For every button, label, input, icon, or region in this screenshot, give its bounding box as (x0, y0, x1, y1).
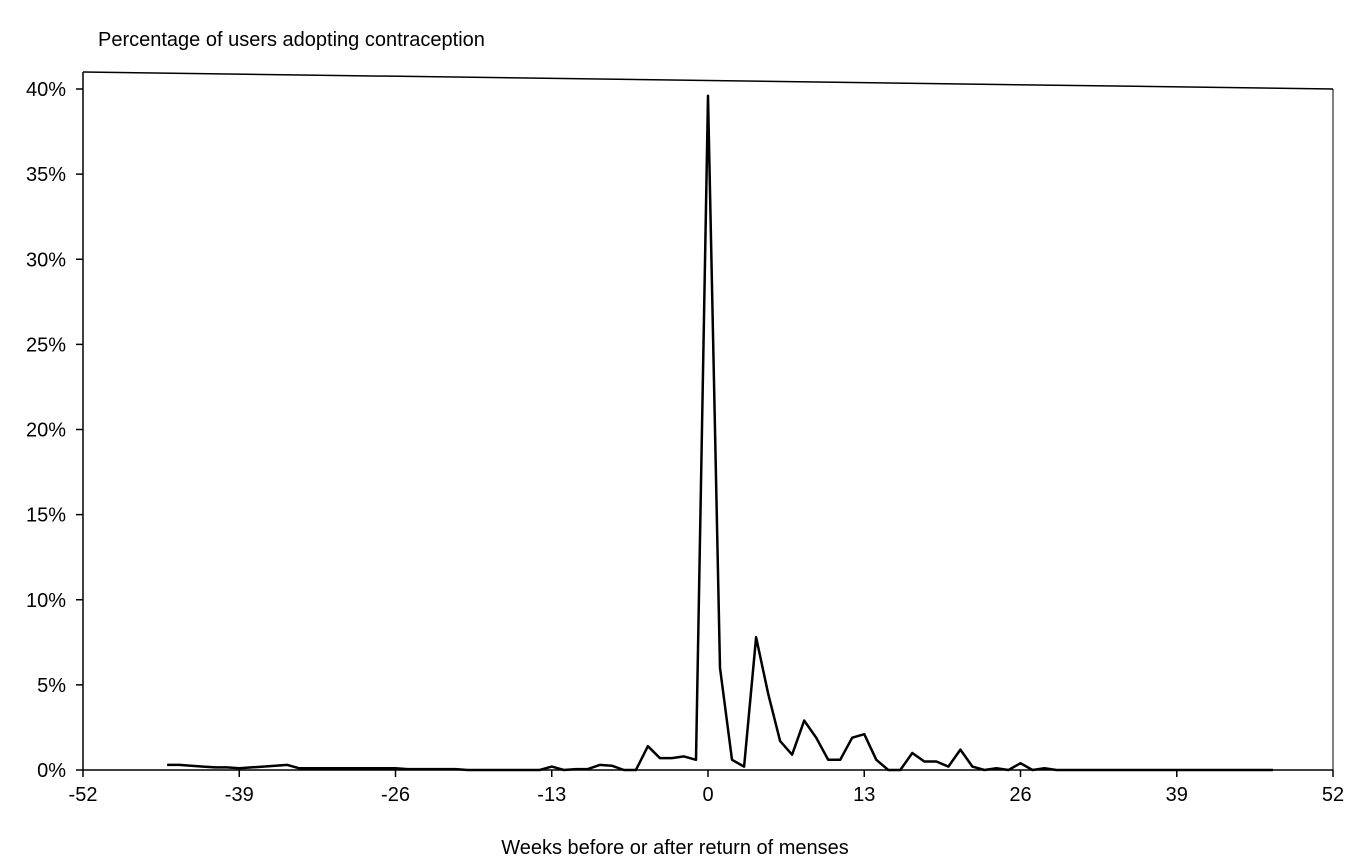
x-axis-label: Weeks before or after return of menses (501, 837, 849, 859)
series-line (167, 94, 1273, 772)
chart-axes (76, 71, 1334, 777)
x-tick-label: -39 (225, 784, 254, 806)
y-tick-label: 30% (26, 249, 66, 271)
y-tick-label: 40% (26, 79, 66, 101)
plot-frame-top (82, 71, 1334, 90)
x-tick-label: 13 (853, 784, 875, 806)
y-tick-label: 35% (26, 164, 66, 186)
y-tick-label: 15% (26, 505, 66, 527)
x-tick-label: -52 (69, 784, 98, 806)
y-tick-label: 0% (37, 760, 66, 782)
y-tick-label: 5% (37, 675, 66, 697)
x-tick-label: -13 (537, 784, 566, 806)
tick-labels: 0% 5% 10% 15% 20% 25% 30% 35% 40% -52 -39 -26 -13 0 13… (26, 79, 1344, 806)
x-tick-label: 26 (1009, 784, 1031, 806)
y-tick-label: 10% (26, 590, 66, 612)
x-tick-label: -26 (381, 784, 410, 806)
x-tick-label: 39 (1166, 784, 1188, 806)
x-tick-label: 52 (1322, 784, 1344, 806)
chart-title: Percentage of users adopting contracepti… (98, 29, 485, 51)
x-tick-label: 0 (702, 784, 713, 806)
y-tick-label: 25% (26, 334, 66, 356)
y-tick-label: 20% (26, 420, 66, 442)
